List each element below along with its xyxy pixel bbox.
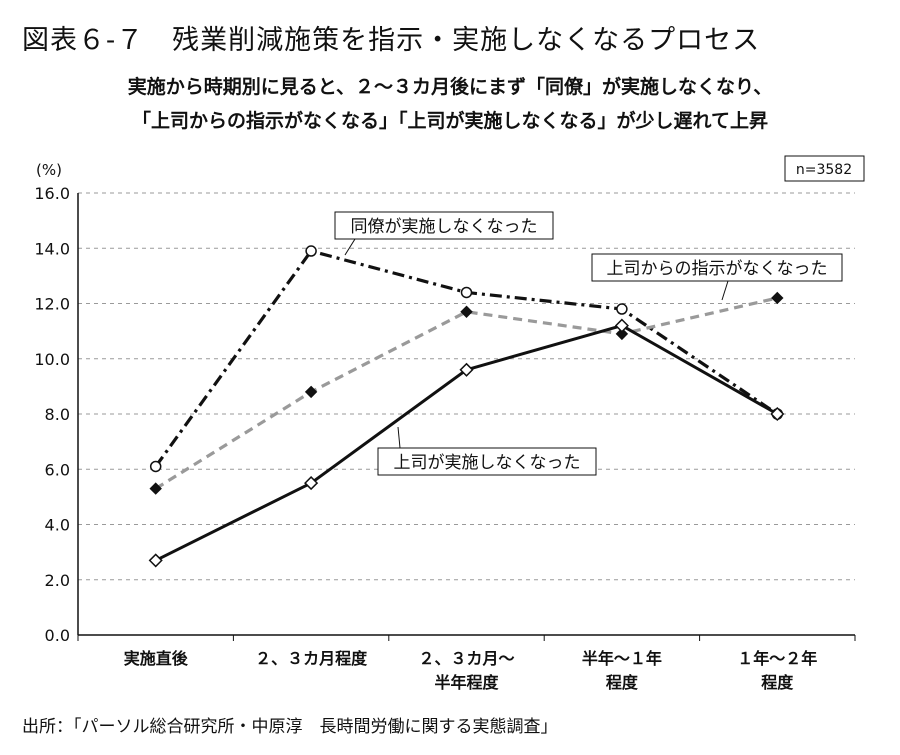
y-tick-label: 8.0	[45, 405, 70, 424]
x-tick-label: ２、３カ月程度	[255, 649, 368, 668]
data-point	[305, 245, 317, 257]
data-point	[149, 482, 162, 495]
callout-box	[377, 447, 597, 476]
data-point	[148, 553, 163, 568]
y-axis-unit: (%)	[36, 161, 62, 179]
y-tick-label: 6.0	[45, 460, 70, 479]
y-tick-label: 0.0	[45, 626, 70, 645]
x-tick-label: 半年程度	[434, 673, 499, 692]
series-label: 上司が実施しなくなった	[394, 453, 581, 473]
data-point	[614, 318, 629, 333]
x-tick-label: 実施直後	[124, 649, 189, 668]
data-point	[460, 305, 473, 318]
data-point	[304, 476, 319, 491]
series-label: 同僚が実施しなくなった	[351, 217, 538, 237]
y-tick-label: 4.0	[45, 516, 70, 535]
callout-leader	[721, 280, 729, 301]
x-tick-label: 半年〜１年	[582, 649, 662, 668]
data-point	[304, 385, 318, 399]
source-note: 出所：「パーソル総合研究所・中原淳 長時間労働に関する実態調査」	[22, 717, 558, 737]
y-tick-label: 2.0	[45, 571, 70, 590]
callout-leader	[344, 238, 356, 256]
data-point	[149, 460, 162, 473]
callout-box	[591, 253, 843, 282]
y-tick-label: 10.0	[34, 350, 70, 369]
series-label: 上司からの指示がなくなった	[607, 259, 828, 279]
callout-box	[334, 211, 554, 240]
x-tick-label: 程度	[761, 673, 794, 692]
data-point	[770, 406, 785, 422]
data-point	[616, 303, 628, 315]
callout-leader	[397, 426, 401, 449]
y-tick-label: 16.0	[34, 184, 70, 203]
y-tick-label: 12.0	[34, 295, 70, 314]
sample-size-label: n=3582	[796, 162, 852, 178]
data-point	[459, 362, 474, 377]
figure-title: 図表６-７ 残業削減施策を指示・実施しなくなるプロセス	[22, 25, 761, 56]
data-point	[615, 327, 629, 341]
x-tick-label: ２、３カ月〜	[418, 649, 514, 668]
y-tick-label: 14.0	[34, 239, 70, 258]
series-line-1	[154, 296, 778, 490]
chart-subtitle-line1: 実施から時期別に見ると、２〜３カ月後にまず「同僚」が実施しなくなり、	[127, 76, 773, 98]
x-tick-label: 程度	[606, 673, 639, 692]
series-line-2	[155, 324, 779, 562]
x-tick-label: １年〜２年	[737, 649, 817, 668]
sample-size-box	[784, 155, 865, 182]
chart-subtitle-line2: 「上司からの指示がなくなる」「上司が実施しなくなる」が少し遅れて上昇	[132, 110, 768, 132]
data-point	[460, 286, 473, 299]
data-point	[771, 291, 784, 305]
